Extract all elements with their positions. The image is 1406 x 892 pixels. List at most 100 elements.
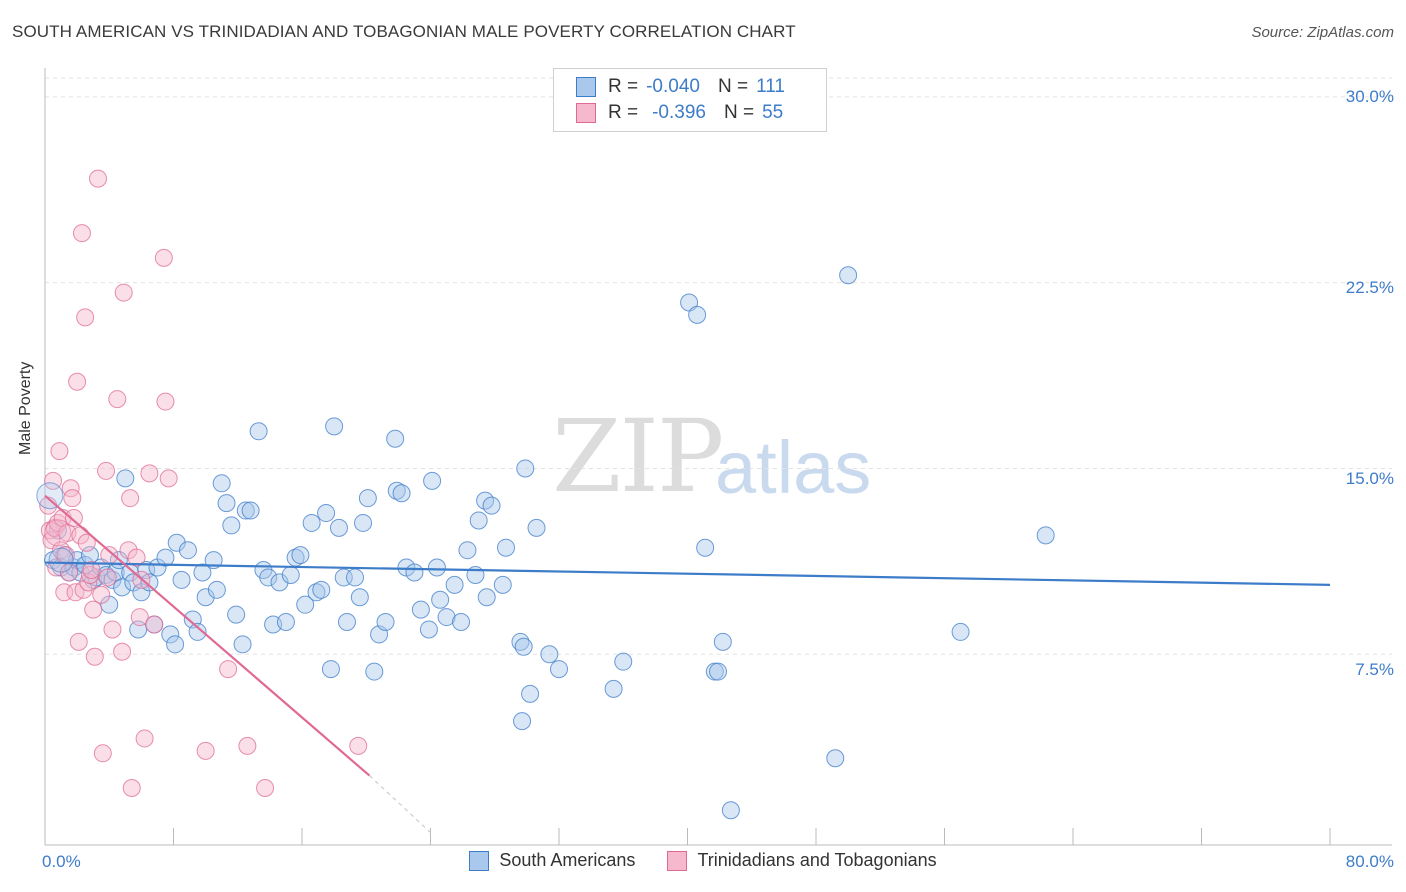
point-trinidadian <box>140 464 159 483</box>
stats-row-south-american: R = -0.040 N = 111 <box>576 75 785 99</box>
point-south-american <box>166 635 185 654</box>
point-south-american <box>614 652 633 671</box>
point-south-american <box>604 679 623 698</box>
point-trinidadian <box>156 392 175 411</box>
point-south-american <box>302 513 321 532</box>
point-south-american <box>839 266 858 285</box>
point-south-american <box>222 516 241 535</box>
point-trinidadian <box>238 736 257 755</box>
watermark-atlas: atlas <box>715 426 872 509</box>
point-south-american <box>212 474 231 493</box>
point-trinidadian <box>122 778 141 797</box>
point-south-american <box>445 575 464 594</box>
stats-row-trinidadian: R = -0.396 N = 55 <box>576 101 783 125</box>
legend-item-south-americans[interactable]: South Americans <box>469 850 635 871</box>
point-trinidadian <box>69 632 88 651</box>
n-label: N = <box>723 102 755 123</box>
point-trinidadian <box>89 169 108 188</box>
point-south-american <box>516 459 535 478</box>
y-axis-title: Male Poverty <box>17 361 34 455</box>
point-trinidadian <box>219 660 238 679</box>
point-south-american <box>427 558 446 577</box>
point-south-american-cluster <box>36 482 64 510</box>
point-trinidadian <box>84 600 103 619</box>
point-south-american <box>196 588 215 607</box>
watermark-zip: ZIP <box>552 398 724 515</box>
point-south-american <box>713 632 732 651</box>
point-south-american <box>386 429 405 448</box>
point-south-american <box>188 622 207 641</box>
y-tick-label-7-5: 7.5% <box>1355 660 1394 679</box>
grid-layer <box>45 77 1392 655</box>
point-south-american <box>161 625 180 644</box>
trend-layer <box>44 494 1331 834</box>
point-trinidadian <box>77 533 96 552</box>
point-trinidadian <box>50 442 69 461</box>
point-trinidadian <box>63 489 82 508</box>
point-south-american <box>452 613 471 632</box>
point-trinidadian <box>108 390 127 409</box>
source-label: Source: ZipAtlas.com <box>1251 24 1394 41</box>
point-trinidadian <box>159 469 178 488</box>
x-tick-label-min: 0.0% <box>42 852 81 871</box>
point-south-american <box>346 568 365 587</box>
point-south-american <box>365 662 384 681</box>
point-south-american <box>259 568 278 587</box>
legend-label-trinidadians: Trinidadians and Tobagonians <box>697 850 937 870</box>
y-tick-label-15: 15.0% <box>1345 469 1394 488</box>
y-tick-label-22-5: 22.5% <box>1345 278 1394 297</box>
point-south-american <box>172 570 191 589</box>
point-south-american <box>696 538 715 557</box>
point-south-american-cluster <box>48 547 74 573</box>
n-value: 111 <box>756 76 785 97</box>
point-trinidadian <box>130 608 149 627</box>
point-south-american <box>113 578 132 597</box>
point-trinidadian <box>82 561 101 580</box>
point-trinidadian <box>76 308 95 327</box>
r-label: R = <box>608 102 639 123</box>
point-trinidadian <box>92 585 111 604</box>
point-south-american <box>458 541 477 560</box>
point-south-american <box>527 518 546 537</box>
point-south-american <box>116 469 135 488</box>
point-south-american <box>721 801 740 820</box>
stats-legend: R = -0.040 N = 111 R = -0.396 N = 55 <box>553 68 827 132</box>
point-south-american <box>236 501 255 520</box>
point-south-american <box>337 613 356 632</box>
point-trinidadian <box>127 548 146 567</box>
points-layer <box>36 169 1055 820</box>
point-south-american <box>276 613 295 632</box>
point-south-american <box>307 583 326 602</box>
y-tick-label-30: 30.0% <box>1345 87 1394 106</box>
point-south-american <box>493 575 512 594</box>
point-south-american <box>227 605 246 624</box>
point-trinidadian <box>114 283 133 302</box>
point-south-american <box>431 590 450 609</box>
point-trinidadian <box>256 778 275 797</box>
point-south-american <box>329 518 348 537</box>
point-south-american <box>496 538 515 557</box>
point-south-american <box>321 660 340 679</box>
point-south-american <box>521 684 540 703</box>
swatch-pink <box>576 103 596 123</box>
point-south-american <box>317 504 336 523</box>
point-south-american <box>350 588 369 607</box>
n-value: 55 <box>762 102 784 123</box>
point-south-american <box>270 573 289 592</box>
trendline-south-americans <box>44 561 1331 586</box>
point-south-american <box>387 481 406 500</box>
point-south-american <box>514 637 533 656</box>
point-south-american <box>482 496 501 515</box>
point-south-american <box>167 533 186 552</box>
point-south-american <box>358 489 377 508</box>
n-label: N = <box>717 76 749 97</box>
point-south-american <box>540 645 559 664</box>
legend-item-trinidadians[interactable]: Trinidadians and Tobagonians <box>667 850 937 871</box>
chart-title: SOUTH AMERICAN VS TRINIDADIAN AND TOBAGO… <box>12 22 796 41</box>
point-south-american <box>156 548 175 567</box>
point-south-american <box>207 580 226 599</box>
point-south-american <box>325 417 344 436</box>
point-south-american <box>419 620 438 639</box>
point-south-american <box>312 580 331 599</box>
point-south-american <box>1036 526 1055 545</box>
